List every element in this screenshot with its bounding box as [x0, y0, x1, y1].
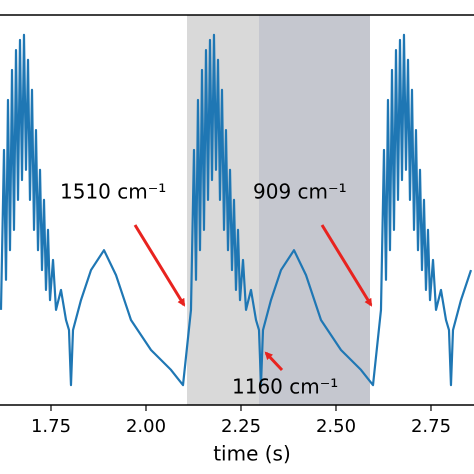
annotation-arrow: [320, 224, 373, 307]
annotation: 1510 cm⁻¹: [60, 180, 166, 204]
x-axis-label: time (s): [213, 442, 291, 466]
x-tick-label: 2.25: [221, 416, 261, 437]
x-tick-label: 2.00: [126, 416, 166, 437]
annotation-arrow: [133, 224, 186, 307]
x-tick-label: 2.75: [411, 416, 451, 437]
data-line: [0, 33, 473, 387]
annotation: 909 cm⁻¹: [253, 180, 347, 204]
annotation-arrow: [264, 351, 284, 372]
annotation: 1160 cm⁻¹: [232, 375, 338, 399]
x-tick-label: 2.50: [316, 416, 356, 437]
x-tick-label: 1.75: [31, 416, 71, 437]
shaded-span: [259, 15, 370, 405]
